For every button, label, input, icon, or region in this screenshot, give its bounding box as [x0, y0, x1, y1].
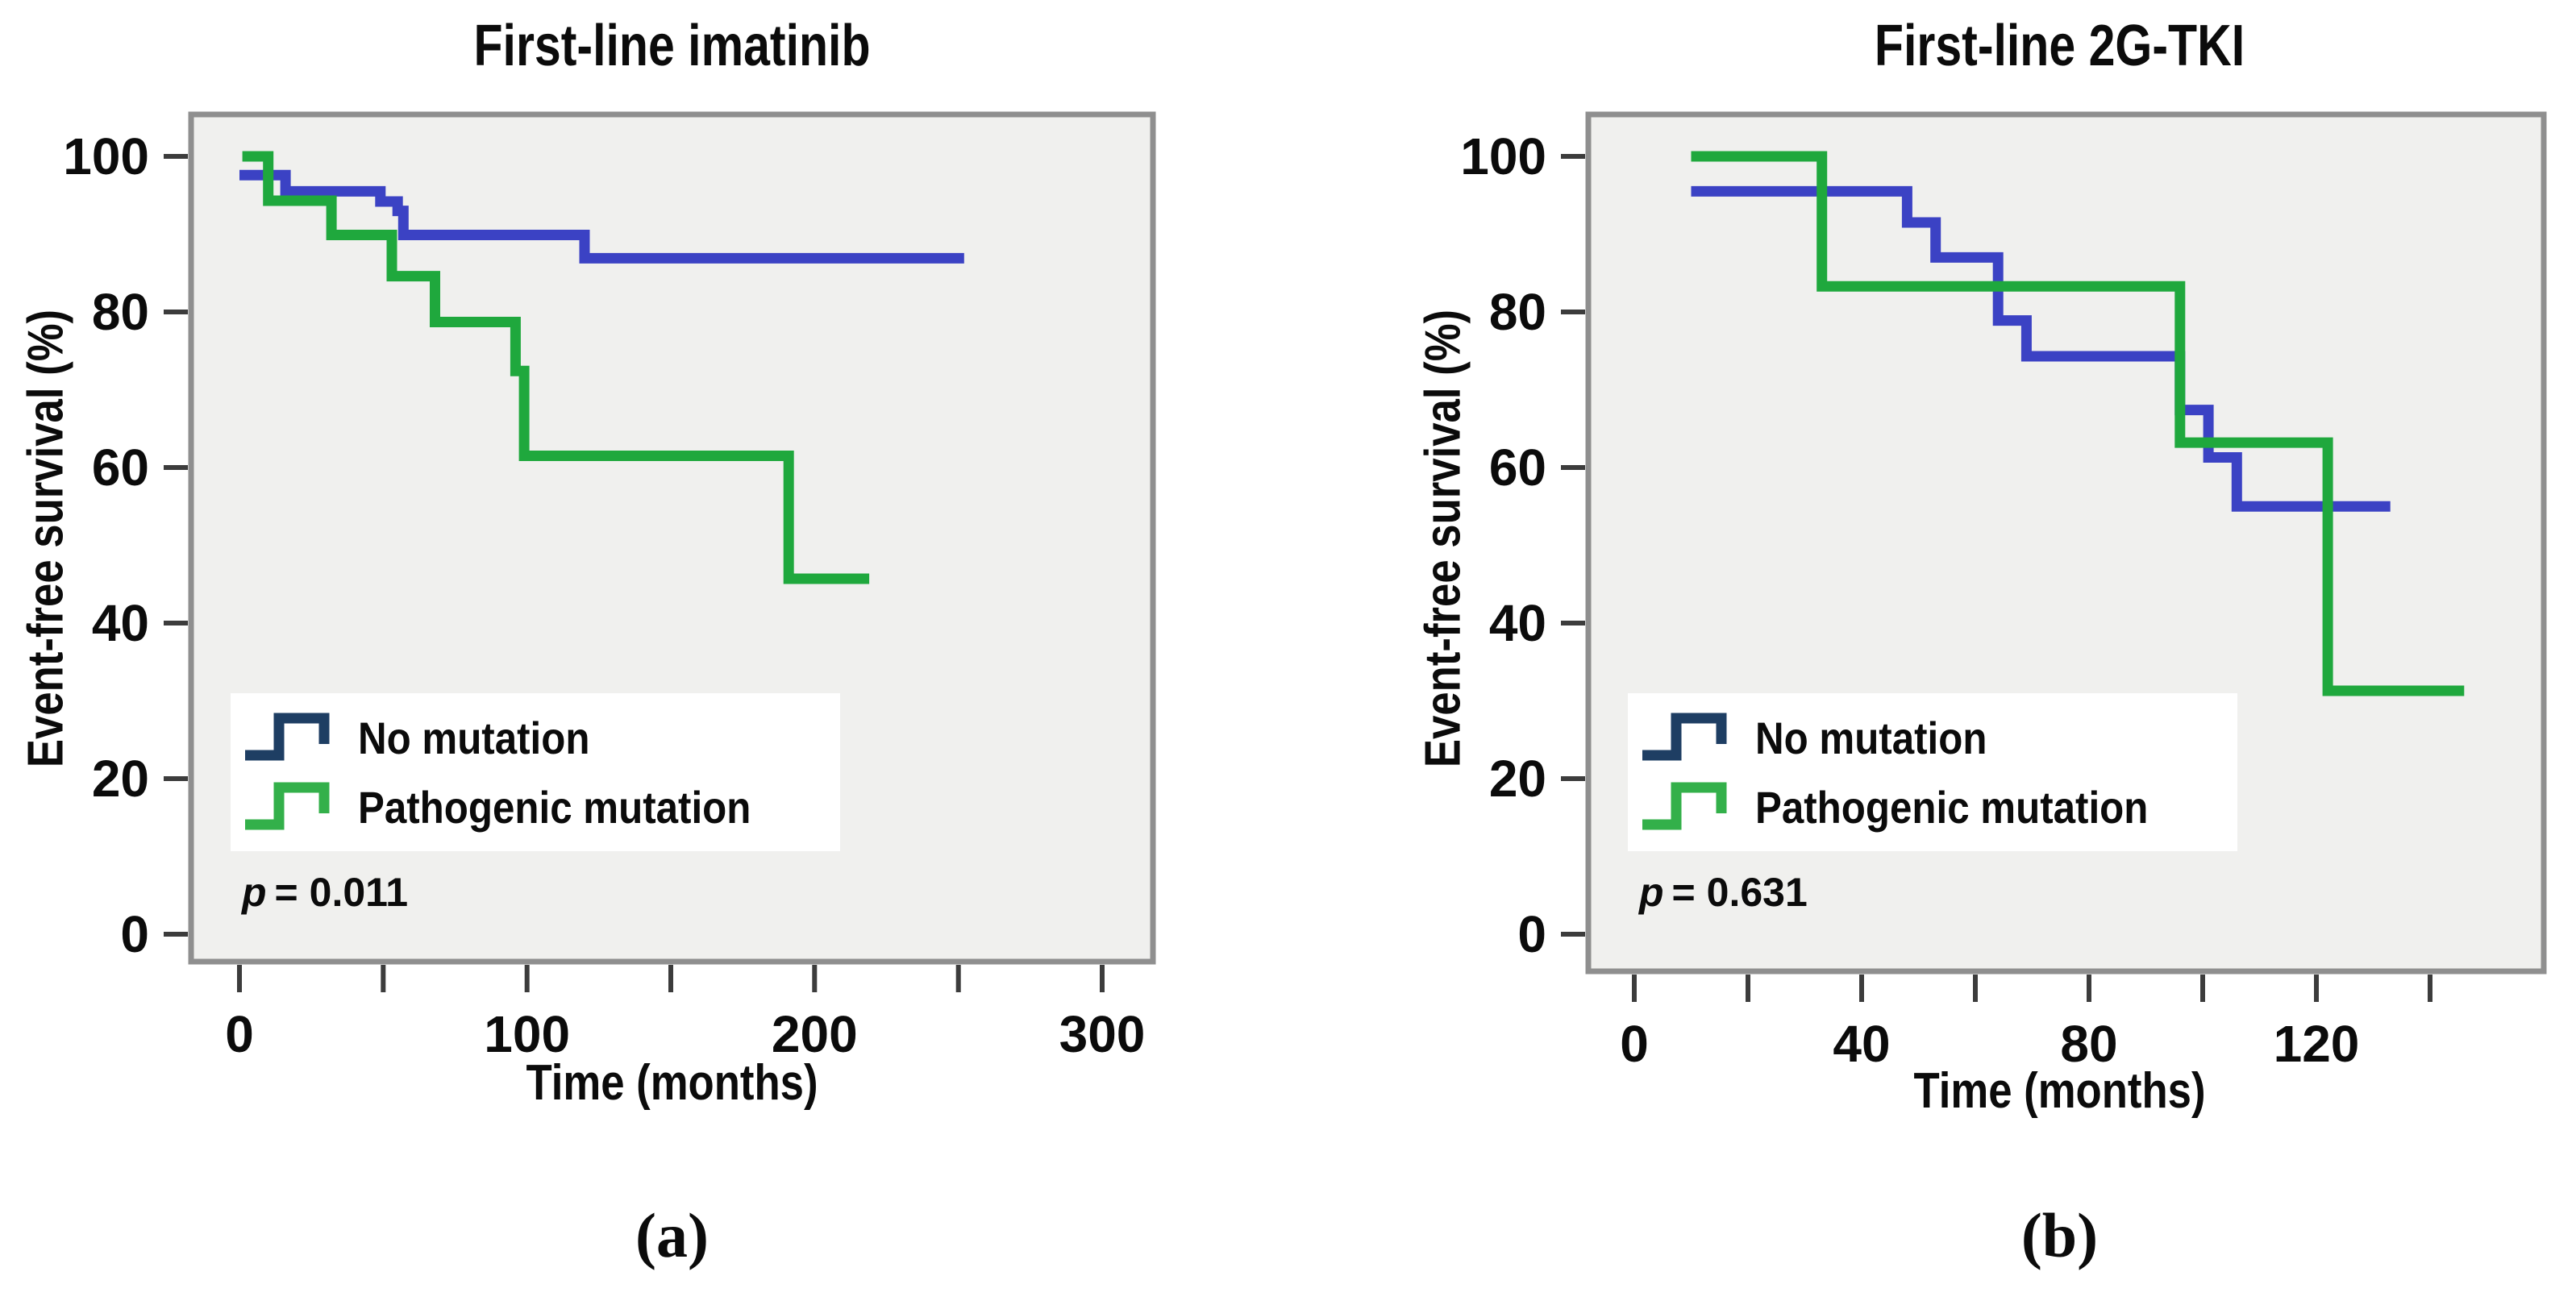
x-tick-label-a-300: 300 [1059, 1005, 1146, 1063]
panel-a-p-value: p = 0.011 [242, 869, 408, 916]
panel-b-y-axis-label: Event-free survival (%) [1415, 309, 1471, 768]
legend-item-no-mutation: No mutation [1639, 709, 2229, 767]
legend-label-no-mutation: No mutation [1755, 712, 1987, 763]
p-symbol: p [1639, 870, 1664, 915]
y-tick-label-b-60: 60 [1489, 438, 1546, 497]
x-tick-label-a-100: 100 [484, 1005, 570, 1063]
y-tick-label-a-100: 100 [63, 127, 149, 185]
km-curve-pathogenic-mutation-b [1691, 151, 2465, 696]
legend-item-pathogenic-mutation: Pathogenic mutation [1639, 778, 2229, 836]
panel-a-y-axis-label: Event-free survival (%) [18, 309, 74, 768]
y-tick-label-a-40: 40 [92, 594, 149, 652]
legend-item-pathogenic-mutation: Pathogenic mutation [242, 778, 832, 836]
km-curve-pathogenic-mutation-a [242, 151, 870, 584]
panel-b-x-axis-label: Time (months) [1913, 1063, 2206, 1119]
panel-b-p-value: p = 0.631 [1639, 869, 1808, 916]
y-tick-label-b-80: 80 [1489, 283, 1546, 341]
legend-label-pathogenic-mutation: Pathogenic mutation [1755, 781, 2149, 833]
legend-label-pathogenic-mutation: Pathogenic mutation [358, 781, 751, 833]
p-value-text: = 0.631 [1671, 870, 1808, 915]
y-tick-label-b-20: 20 [1489, 750, 1546, 808]
panel-a-title: First-line imatinib [473, 14, 871, 78]
y-tick-label-b-40: 40 [1489, 594, 1546, 652]
x-tick-label-b-120: 120 [2274, 1015, 2360, 1073]
panel-a-legend: No mutation Pathogenic mutation [231, 693, 840, 851]
y-tick-label-a-60: 60 [92, 438, 149, 497]
step-line-icon [1642, 713, 1727, 761]
x-tick-label-b-40: 40 [1833, 1015, 1890, 1073]
y-tick-label-a-0: 0 [120, 905, 149, 963]
x-tick-label-b-0: 0 [1620, 1015, 1649, 1073]
step-line-icon [245, 782, 330, 830]
panel-b-label: (b) [2020, 1200, 2099, 1270]
x-tick-label-a-0: 0 [225, 1005, 254, 1063]
panel-b-title: First-line 2G-TKI [1874, 14, 2245, 78]
panel-a-x-axis-label: Time (months) [526, 1055, 818, 1111]
y-tick-label-a-20: 20 [92, 750, 149, 808]
legend-label-no-mutation: No mutation [358, 712, 590, 763]
km-curve-no-mutation-a [239, 169, 964, 264]
y-tick-label-b-0: 0 [1517, 905, 1546, 963]
step-line-icon [245, 713, 330, 761]
km-curve-no-mutation-b [1691, 185, 2391, 512]
y-tick-label-b-100: 100 [1460, 127, 1546, 185]
step-line-icon [1642, 782, 1727, 830]
y-tick-label-a-80: 80 [92, 283, 149, 341]
x-tick-label-a-200: 200 [772, 1005, 858, 1063]
x-tick-label-b-80: 80 [2060, 1015, 2117, 1073]
p-symbol: p [242, 870, 267, 915]
legend-item-no-mutation: No mutation [242, 709, 832, 767]
p-value-text: = 0.011 [274, 870, 409, 915]
panel-b-legend: No mutation Pathogenic mutation [1628, 693, 2237, 851]
panel-a-label: (a) [635, 1200, 709, 1270]
